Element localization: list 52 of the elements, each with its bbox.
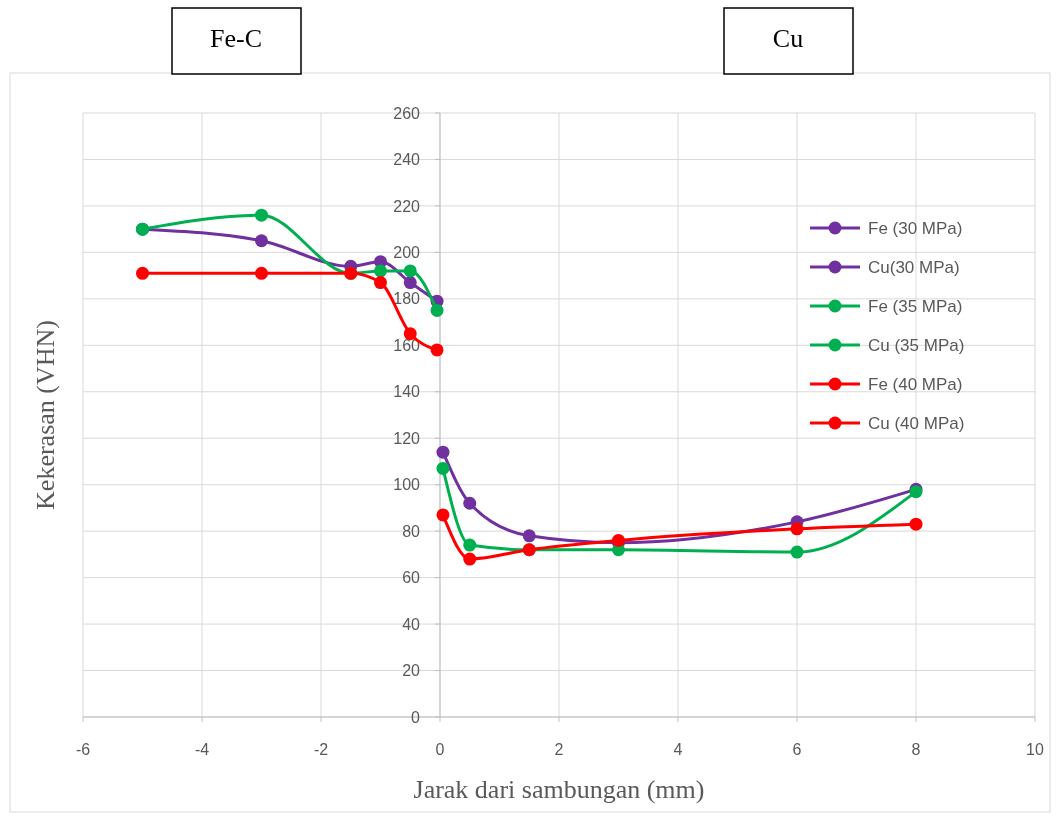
- y-tick-label: 80: [402, 522, 421, 540]
- y-tick-label: 200: [393, 243, 421, 261]
- point: [374, 264, 387, 278]
- point: [790, 545, 804, 559]
- legend-label: Fe (30 MPa): [868, 218, 963, 238]
- legend-label: Cu(30 MPa): [868, 257, 960, 277]
- y-tick-label: 260: [393, 104, 421, 122]
- x-tick-label: 10: [1026, 741, 1044, 758]
- x-tick-label: 8: [911, 741, 921, 758]
- y-tick-label: 40: [402, 615, 421, 633]
- x-tick-label: -6: [75, 741, 91, 758]
- x-tick-label: 4: [673, 741, 683, 758]
- y-tick-label: 240: [393, 151, 421, 169]
- text: Fe-C: [210, 24, 262, 53]
- point: [255, 234, 268, 248]
- point: [374, 276, 387, 290]
- legend-label: Cu (35 MPa): [868, 335, 965, 355]
- y-tick-label: 60: [402, 569, 421, 587]
- x-tick-label: 6: [792, 741, 802, 758]
- point: [790, 522, 804, 536]
- point: [436, 508, 450, 522]
- point: [430, 303, 444, 317]
- point: [463, 552, 477, 566]
- x-tick-label: 0: [435, 741, 445, 758]
- y-axis-title: Kekerasan (VHN): [31, 320, 60, 510]
- y-tick-label: 120: [393, 429, 421, 447]
- y-tick-label: 220: [393, 197, 421, 215]
- legend-label: Cu (40 MPa): [868, 413, 965, 433]
- y-tick-label: 180: [393, 290, 421, 308]
- text: Cu: [772, 24, 804, 53]
- point: [255, 208, 268, 222]
- point: [430, 343, 444, 357]
- point: [436, 461, 450, 475]
- x-axis-title: Jarak dari sambungan (mm): [413, 775, 705, 804]
- point: [255, 266, 268, 280]
- point: [463, 538, 477, 552]
- legend-label: Fe (40 MPa): [868, 374, 963, 394]
- y-tick-label: 140: [393, 383, 421, 401]
- y-tick-label: 100: [393, 476, 421, 494]
- x-tick-label: -2: [313, 741, 329, 758]
- legend-label: Fe (35 MPa): [868, 296, 963, 316]
- point: [403, 264, 417, 278]
- y-tick-label: 0: [411, 708, 421, 726]
- point: [463, 496, 477, 510]
- x-tick-label: 2: [554, 741, 564, 758]
- point: [403, 276, 417, 290]
- x-tick-label: -4: [194, 741, 210, 758]
- y-tick-label: 20: [402, 662, 421, 680]
- point: [136, 266, 149, 280]
- point: [909, 517, 923, 531]
- point: [522, 529, 536, 543]
- point: [436, 445, 450, 459]
